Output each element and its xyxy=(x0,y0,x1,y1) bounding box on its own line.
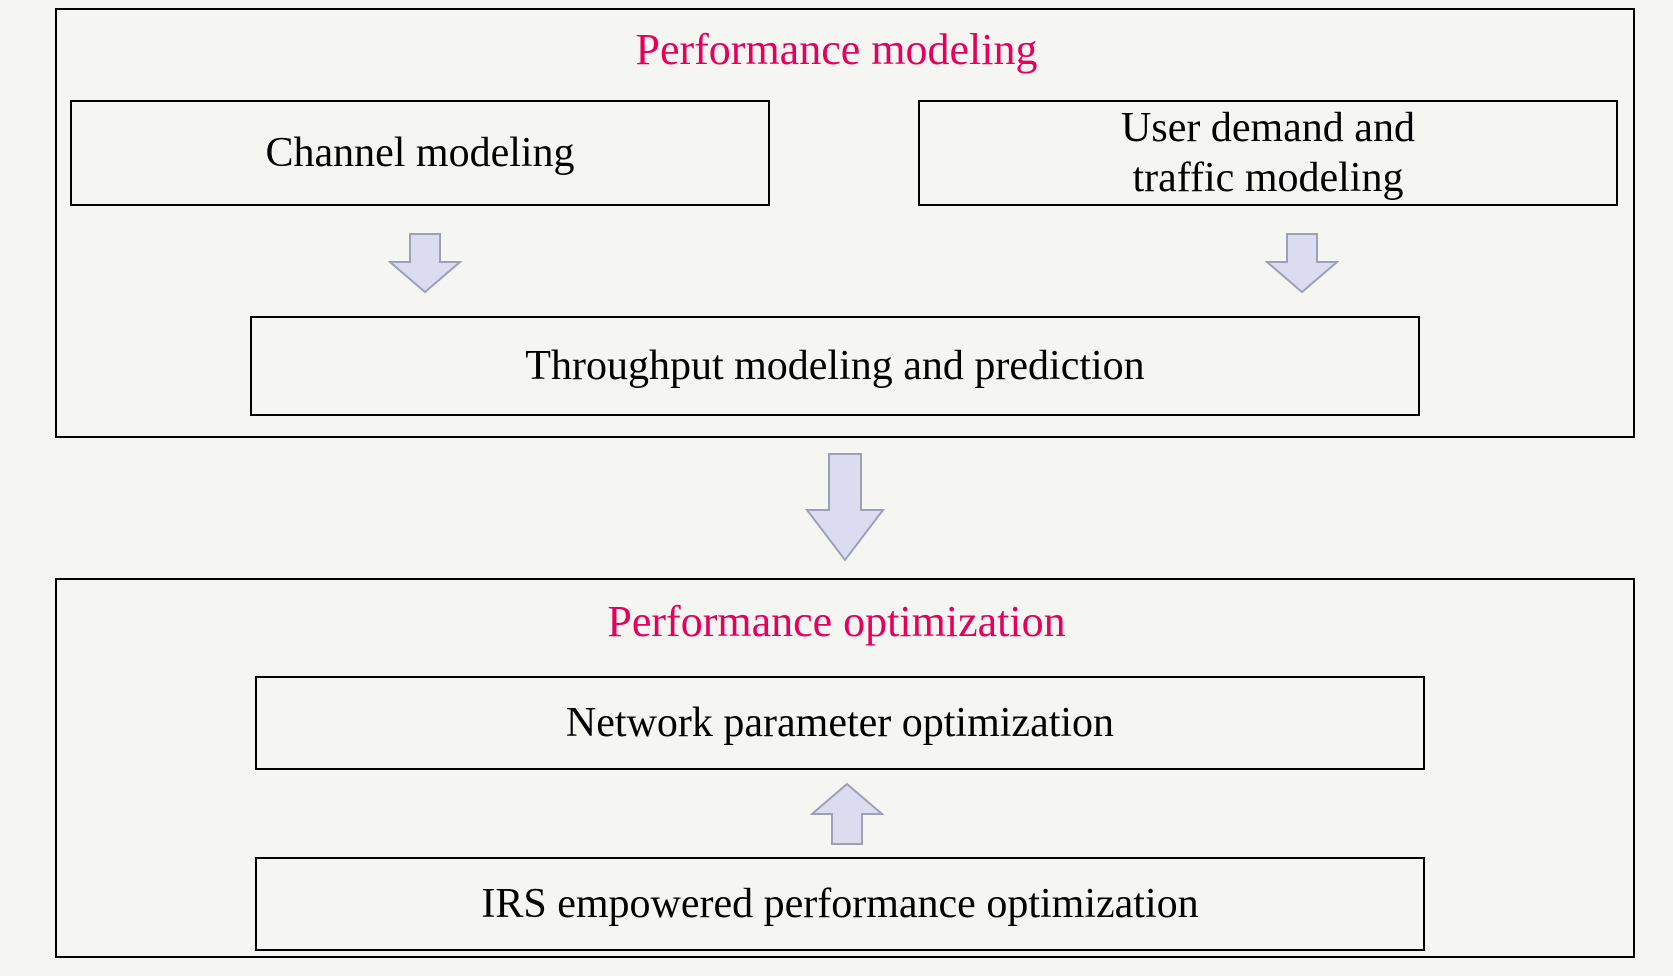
irs-label: IRS empowered performance optimization xyxy=(481,879,1198,929)
arrow-down-icon xyxy=(1265,232,1339,294)
network-param-box: Network parameter optimization xyxy=(255,676,1425,770)
user-demand-label: User demand and traffic modeling xyxy=(1121,103,1415,204)
irs-box: IRS empowered performance optimization xyxy=(255,857,1425,951)
channel-modeling-label: Channel modeling xyxy=(265,128,574,178)
channel-modeling-box: Channel modeling xyxy=(70,100,770,206)
user-demand-box: User demand and traffic modeling xyxy=(918,100,1618,206)
throughput-label: Throughput modeling and prediction xyxy=(525,341,1144,391)
modeling-title: Performance modeling xyxy=(0,24,1673,75)
throughput-box: Throughput modeling and prediction xyxy=(250,316,1420,416)
arrow-up-icon xyxy=(810,782,884,846)
arrow-down-icon xyxy=(388,232,462,294)
optimization-title: Performance optimization xyxy=(0,596,1673,647)
network-param-label: Network parameter optimization xyxy=(566,698,1114,748)
arrow-down-icon xyxy=(805,452,885,562)
